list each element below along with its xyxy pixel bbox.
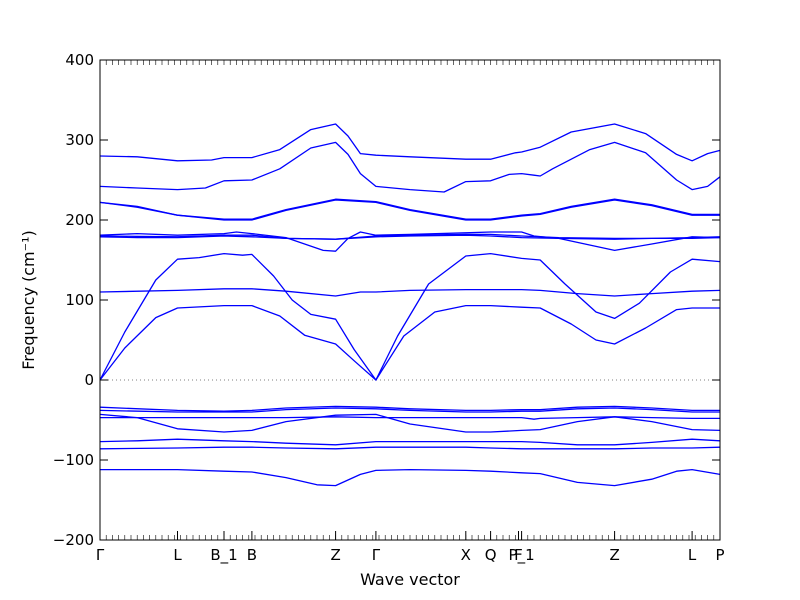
x-tick-label: P_1	[509, 546, 535, 565]
x-tick-label: Z	[330, 546, 340, 564]
x-tick-label: L	[688, 546, 697, 564]
series-layer	[99, 123, 721, 487]
x-tick-label: X	[461, 546, 471, 564]
y-tick-label: 0	[84, 371, 94, 389]
y-tick-label: 100	[65, 291, 94, 309]
y-axis-label: Frequency (cm⁻¹)	[19, 230, 38, 369]
y-tick-label: −200	[53, 531, 94, 549]
branch-line-11	[99, 405, 720, 412]
branch-line-4	[99, 198, 720, 220]
branch-line-13	[99, 413, 721, 433]
branch-line-2	[99, 141, 721, 193]
x-tick-label: B	[247, 546, 257, 564]
y-tick-label: 300	[65, 131, 94, 149]
y-tick-label: −100	[53, 451, 94, 469]
plot-frame	[99, 59, 721, 541]
x-tick-layer: Γ L B_1 B Z Γ X Q FP_1 Z L P	[96, 531, 725, 565]
branch-line-5	[99, 231, 721, 252]
x-tick-label: Γ	[96, 546, 105, 564]
branch-line-3	[99, 199, 720, 221]
x-tick-label: Q	[485, 546, 497, 564]
x-tick-label: L	[173, 546, 182, 564]
branch-line-10	[99, 304, 720, 381]
branch-line-16	[99, 446, 721, 450]
y-tick-label: 200	[65, 211, 94, 229]
branch-line-9	[99, 288, 721, 297]
branch-line-14	[100, 416, 720, 420]
y-tick-label: 400	[65, 51, 94, 69]
branch-line-7	[99, 234, 721, 240]
x-tick-label: P	[715, 546, 724, 564]
x-tick-label: F	[514, 546, 523, 564]
x-tick-label: Γ	[372, 546, 381, 564]
x-axis-label: Wave vector	[360, 570, 460, 589]
y-tick-layer: −200 −100 0 100 200 300 400	[53, 51, 720, 549]
branch-line-12	[99, 407, 720, 413]
branch-line-1	[99, 123, 721, 162]
branch-line-15	[99, 438, 721, 446]
plot-area	[100, 60, 720, 540]
x-tick-label: Z	[609, 546, 619, 564]
branch-line-17	[100, 468, 721, 487]
x-tick-label: B_1	[210, 546, 237, 565]
